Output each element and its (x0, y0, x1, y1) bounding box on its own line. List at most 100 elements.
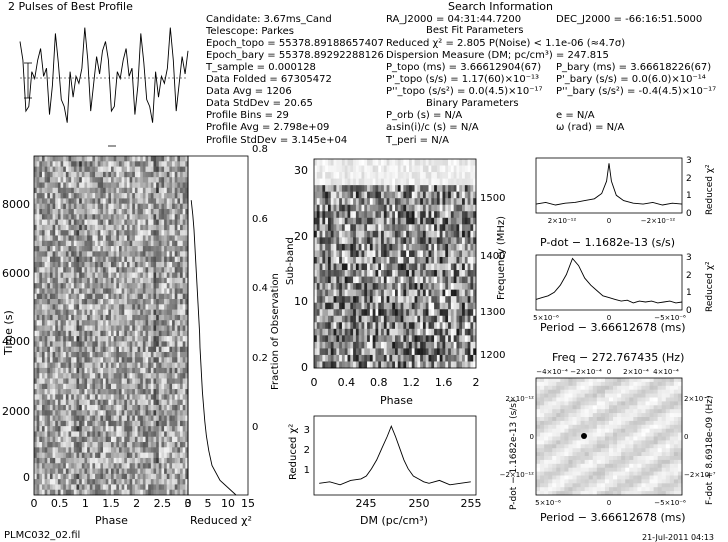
subband-cell (417, 309, 421, 317)
subband-cell (414, 178, 418, 186)
subband-cell (389, 165, 393, 173)
time-phase-cell (39, 177, 43, 183)
time-phase-cell (182, 224, 186, 231)
time-phase-cell (116, 479, 120, 485)
subband-cell (378, 250, 382, 258)
time-phase-cell (63, 473, 67, 480)
subband-cell (364, 172, 368, 179)
time-phase-cell (41, 224, 45, 231)
time-phase-cell (34, 177, 37, 183)
time-phase-cell (137, 166, 141, 173)
time-phase-cell (39, 357, 43, 363)
time-phase-cell (52, 309, 56, 316)
time-phase-cell (76, 320, 80, 326)
subband-cell (367, 165, 371, 173)
time-phase-cell (47, 415, 51, 422)
time-phase-cell (140, 389, 144, 395)
time-phase-cell (158, 288, 162, 295)
time-phase-cell (55, 288, 59, 295)
subband-cell (314, 250, 318, 258)
time-phase-cell (100, 473, 104, 480)
time-phase-cell (153, 362, 157, 369)
time-phase-cell (166, 320, 170, 326)
subband-cell (397, 263, 401, 271)
time-phase-cell (166, 420, 170, 427)
time-phase-cell (111, 235, 114, 242)
time-phase-cell (44, 256, 48, 263)
time-phase-cell (169, 156, 173, 162)
time-phase-cell (65, 479, 69, 485)
subband-cell (386, 178, 390, 186)
time-phase-cell (73, 489, 77, 496)
time-phase-cell (140, 288, 144, 295)
time-phase-cell (36, 267, 40, 273)
time-phase-cell (57, 336, 61, 342)
time-phase-cell (137, 182, 141, 189)
subband-cell (381, 237, 385, 245)
time-phase-cell (63, 224, 67, 231)
time-phase-cell (68, 277, 72, 284)
time-phase-cell (142, 330, 146, 337)
subband-cell (378, 256, 382, 264)
time-phase-cell (161, 156, 165, 162)
subband-cell (322, 172, 326, 179)
time-phase-cell (126, 235, 130, 242)
time-phase-cell (118, 161, 122, 167)
time-phase-cell (164, 463, 168, 469)
time-phase-cell (153, 383, 157, 390)
time-phase-cell (118, 272, 122, 279)
time-phase-cell (113, 166, 117, 173)
time-phase-cell (145, 156, 149, 162)
time-phase-cell (158, 156, 162, 162)
subband-cell (341, 172, 346, 179)
time-phase-cell (166, 415, 170, 422)
subband-cell (341, 315, 346, 323)
time-phase-cell (52, 261, 56, 268)
subband-cell (314, 276, 318, 284)
time-phase-cell (103, 325, 106, 332)
time-phase-cell (57, 463, 61, 469)
time-phase-cell (145, 420, 149, 427)
time-phase-cell (73, 166, 77, 173)
time-phase-cell (84, 442, 88, 448)
time-phase-cell (68, 336, 72, 342)
time-phase-cell (49, 452, 53, 459)
time-phase-cell (103, 293, 106, 300)
time-phase-cell (124, 383, 128, 390)
subband-cell (344, 185, 348, 192)
subband-cell (314, 289, 318, 297)
time-phase-cell (142, 161, 146, 167)
subband-cell (400, 250, 404, 258)
time-phase-cell (36, 256, 40, 263)
time-phase-cell (118, 420, 122, 427)
time-phase-cell (161, 230, 165, 236)
time-phase-cell (73, 415, 77, 422)
time-phase-cell (79, 277, 83, 284)
time-phase-cell (111, 171, 114, 178)
subband-cell (381, 159, 385, 166)
time-phase-cell (161, 330, 165, 337)
subband-cell (344, 341, 348, 349)
subband-cell (378, 204, 382, 212)
time-phase-cell (41, 288, 45, 295)
time-phase-cell (73, 484, 77, 491)
info-omega: ω (rad) = N/A (556, 122, 625, 133)
time-phase-cell (105, 203, 109, 210)
time-phase-cell (142, 267, 146, 273)
subband-cell (367, 309, 371, 317)
time-phase-cell (111, 304, 114, 310)
time-phase-cell (169, 367, 173, 374)
time-phase-cell (153, 171, 157, 178)
time-phase-cell (79, 484, 83, 491)
subband-cell (414, 341, 418, 349)
time-phase-cell (174, 171, 178, 178)
time-phase-cell (92, 410, 96, 416)
subband-cell (355, 211, 359, 219)
time-phase-cell (177, 468, 181, 475)
time-phase-cell (92, 288, 96, 295)
time-phase-cell (134, 224, 138, 231)
time-phase-cell (49, 256, 53, 263)
time-phase-cell (55, 415, 59, 422)
time-phase-cell (87, 468, 91, 475)
